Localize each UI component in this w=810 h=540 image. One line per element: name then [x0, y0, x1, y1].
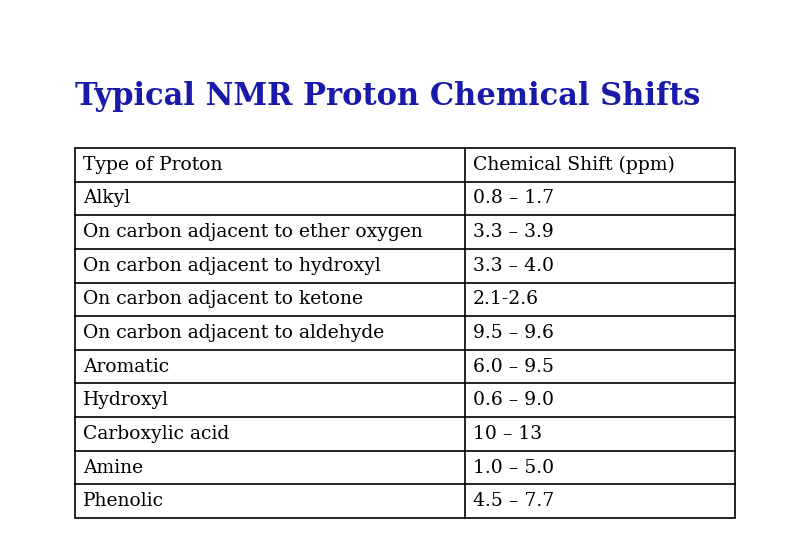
Text: 1.0 – 5.0: 1.0 – 5.0: [473, 458, 554, 476]
Text: Typical NMR Proton Chemical Shifts: Typical NMR Proton Chemical Shifts: [75, 81, 701, 112]
Text: Carboxylic acid: Carboxylic acid: [83, 425, 229, 443]
Text: Type of Proton: Type of Proton: [83, 156, 223, 174]
Text: 10 – 13: 10 – 13: [473, 425, 542, 443]
Text: Hydroxyl: Hydroxyl: [83, 392, 169, 409]
Text: On carbon adjacent to ether oxygen: On carbon adjacent to ether oxygen: [83, 223, 423, 241]
Text: 0.8 – 1.7: 0.8 – 1.7: [473, 190, 554, 207]
Text: Alkyl: Alkyl: [83, 190, 130, 207]
Text: 4.5 – 7.7: 4.5 – 7.7: [473, 492, 554, 510]
Text: 3.3 – 3.9: 3.3 – 3.9: [473, 223, 554, 241]
Text: 2.1-2.6: 2.1-2.6: [473, 291, 539, 308]
Text: Amine: Amine: [83, 458, 143, 476]
Text: 3.3 – 4.0: 3.3 – 4.0: [473, 256, 554, 275]
Text: Aromatic: Aromatic: [83, 357, 169, 376]
Text: 0.6 – 9.0: 0.6 – 9.0: [473, 392, 554, 409]
Bar: [75, 148, 735, 518]
Text: On carbon adjacent to ketone: On carbon adjacent to ketone: [83, 291, 363, 308]
Text: On carbon adjacent to hydroxyl: On carbon adjacent to hydroxyl: [83, 256, 381, 275]
Text: On carbon adjacent to aldehyde: On carbon adjacent to aldehyde: [83, 324, 384, 342]
Text: Phenolic: Phenolic: [83, 492, 164, 510]
Text: Chemical Shift (ppm): Chemical Shift (ppm): [473, 156, 675, 174]
Text: 6.0 – 9.5: 6.0 – 9.5: [473, 357, 554, 376]
Text: 9.5 – 9.6: 9.5 – 9.6: [473, 324, 554, 342]
